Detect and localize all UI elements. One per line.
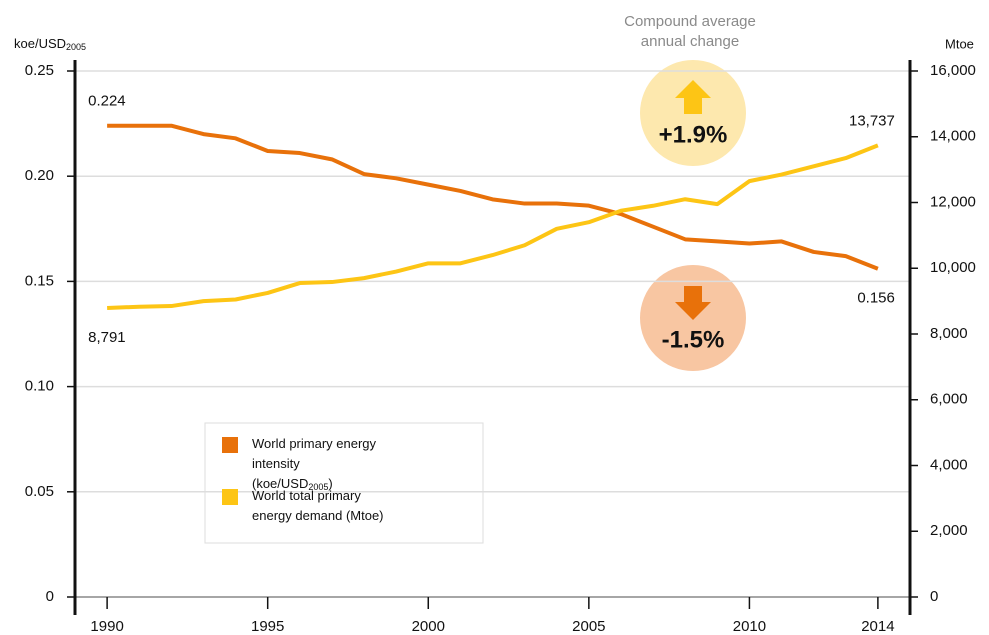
legend-swatch: [222, 489, 238, 505]
legend-box: [204, 422, 484, 544]
y2-tick-label: 4,000: [930, 456, 968, 473]
x-tick-label: 1990: [90, 618, 123, 635]
y2-tick-label: 14,000: [930, 128, 976, 145]
data-label: 13,737: [849, 112, 895, 129]
legend-label: World total primary energy demand (Mtoe): [252, 488, 384, 523]
y2-tick-label: 6,000: [930, 391, 968, 408]
x-tick-label: 2014: [861, 618, 894, 635]
y-tick-label: 0.10: [25, 378, 54, 395]
down-arrow: [675, 286, 711, 320]
x-tick-label: 2010: [733, 618, 766, 635]
increase-label: +1.9%: [659, 121, 728, 148]
legend-label: World primary energy intensity (koe/USD200…: [252, 436, 377, 492]
y2-tick-label: 16,000: [930, 62, 976, 79]
legend-swatch: [222, 437, 238, 453]
y2-tick-label: 0: [930, 588, 938, 605]
data-label: 8,791: [88, 329, 126, 346]
y-tick-label: 0.20: [25, 167, 54, 184]
line-series: [107, 123, 879, 271]
y2-axis-label: Mtoe: [945, 36, 974, 51]
x-tick-label: 1995: [251, 618, 284, 635]
y2-tick-label: 12,000: [930, 193, 976, 210]
x-tick-label: 2000: [412, 618, 445, 635]
line-series: [107, 143, 879, 310]
y2-tick-label: 2,000: [930, 522, 968, 539]
change-title: Compound average annual change: [624, 13, 756, 50]
up-arrow: [675, 80, 711, 114]
decrease-label: -1.5%: [662, 326, 725, 353]
y2-tick-label: 8,000: [930, 325, 968, 342]
y-tick-label: 0.15: [25, 272, 54, 289]
y-axis-label: koe/USD2005: [14, 36, 86, 52]
data-label: 0.156: [857, 290, 895, 307]
y2-tick-label: 10,000: [930, 259, 976, 276]
y-tick-label: 0.25: [25, 62, 54, 79]
y-tick-label: 0.05: [25, 483, 54, 500]
data-label: 0.224: [88, 93, 126, 110]
x-tick-label: 2005: [572, 618, 605, 635]
y-tick-label: 0: [46, 588, 54, 605]
